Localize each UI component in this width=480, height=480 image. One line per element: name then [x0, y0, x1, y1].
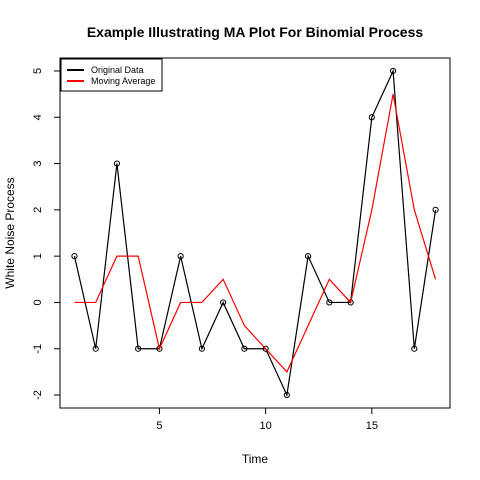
x-axis-label: Time — [242, 452, 269, 466]
data-point — [389, 67, 397, 75]
y-tick-label: 4 — [32, 114, 44, 120]
series-layer — [71, 67, 439, 399]
data-point — [283, 391, 290, 399]
x-tick-label: 5 — [156, 420, 162, 432]
data-point — [92, 345, 99, 352]
chart-title: Example Illustrating MA Plot For Binomia… — [87, 24, 424, 40]
data-point — [198, 345, 205, 352]
x-tick-label: 15 — [366, 420, 378, 432]
y-tick-label: 0 — [32, 299, 44, 305]
series-line-2 — [74, 94, 437, 373]
data-point — [71, 253, 78, 260]
legend-box — [60, 58, 163, 92]
series-line-1 — [73, 68, 437, 398]
data-point — [411, 345, 418, 352]
x-axis: 5 10 15 — [156, 408, 378, 432]
data-point — [220, 299, 227, 306]
data-point — [305, 253, 312, 260]
y-tick-label: 5 — [32, 68, 44, 74]
x-tick-label: 10 — [259, 420, 271, 432]
data-point — [113, 160, 121, 167]
plot-area — [59, 57, 451, 409]
y-tick-label: -1 — [32, 344, 44, 354]
data-point — [326, 299, 333, 306]
legend-label: Original Data — [91, 65, 144, 75]
data-point — [241, 345, 248, 352]
data-point — [262, 345, 269, 352]
data-point — [368, 114, 375, 121]
y-tick-label: 1 — [32, 253, 44, 259]
y-tick-label: -2 — [32, 390, 44, 400]
data-point — [432, 206, 439, 213]
y-tick-label: 3 — [32, 160, 44, 166]
y-tick-label: 2 — [32, 207, 44, 213]
data-point — [177, 253, 184, 260]
y-axis: -2 -1 0 1 2 3 4 5 — [32, 68, 60, 400]
legend-label: Moving Average — [91, 76, 155, 86]
data-point — [135, 345, 142, 352]
y-axis-label: White Noise Process — [3, 177, 17, 288]
